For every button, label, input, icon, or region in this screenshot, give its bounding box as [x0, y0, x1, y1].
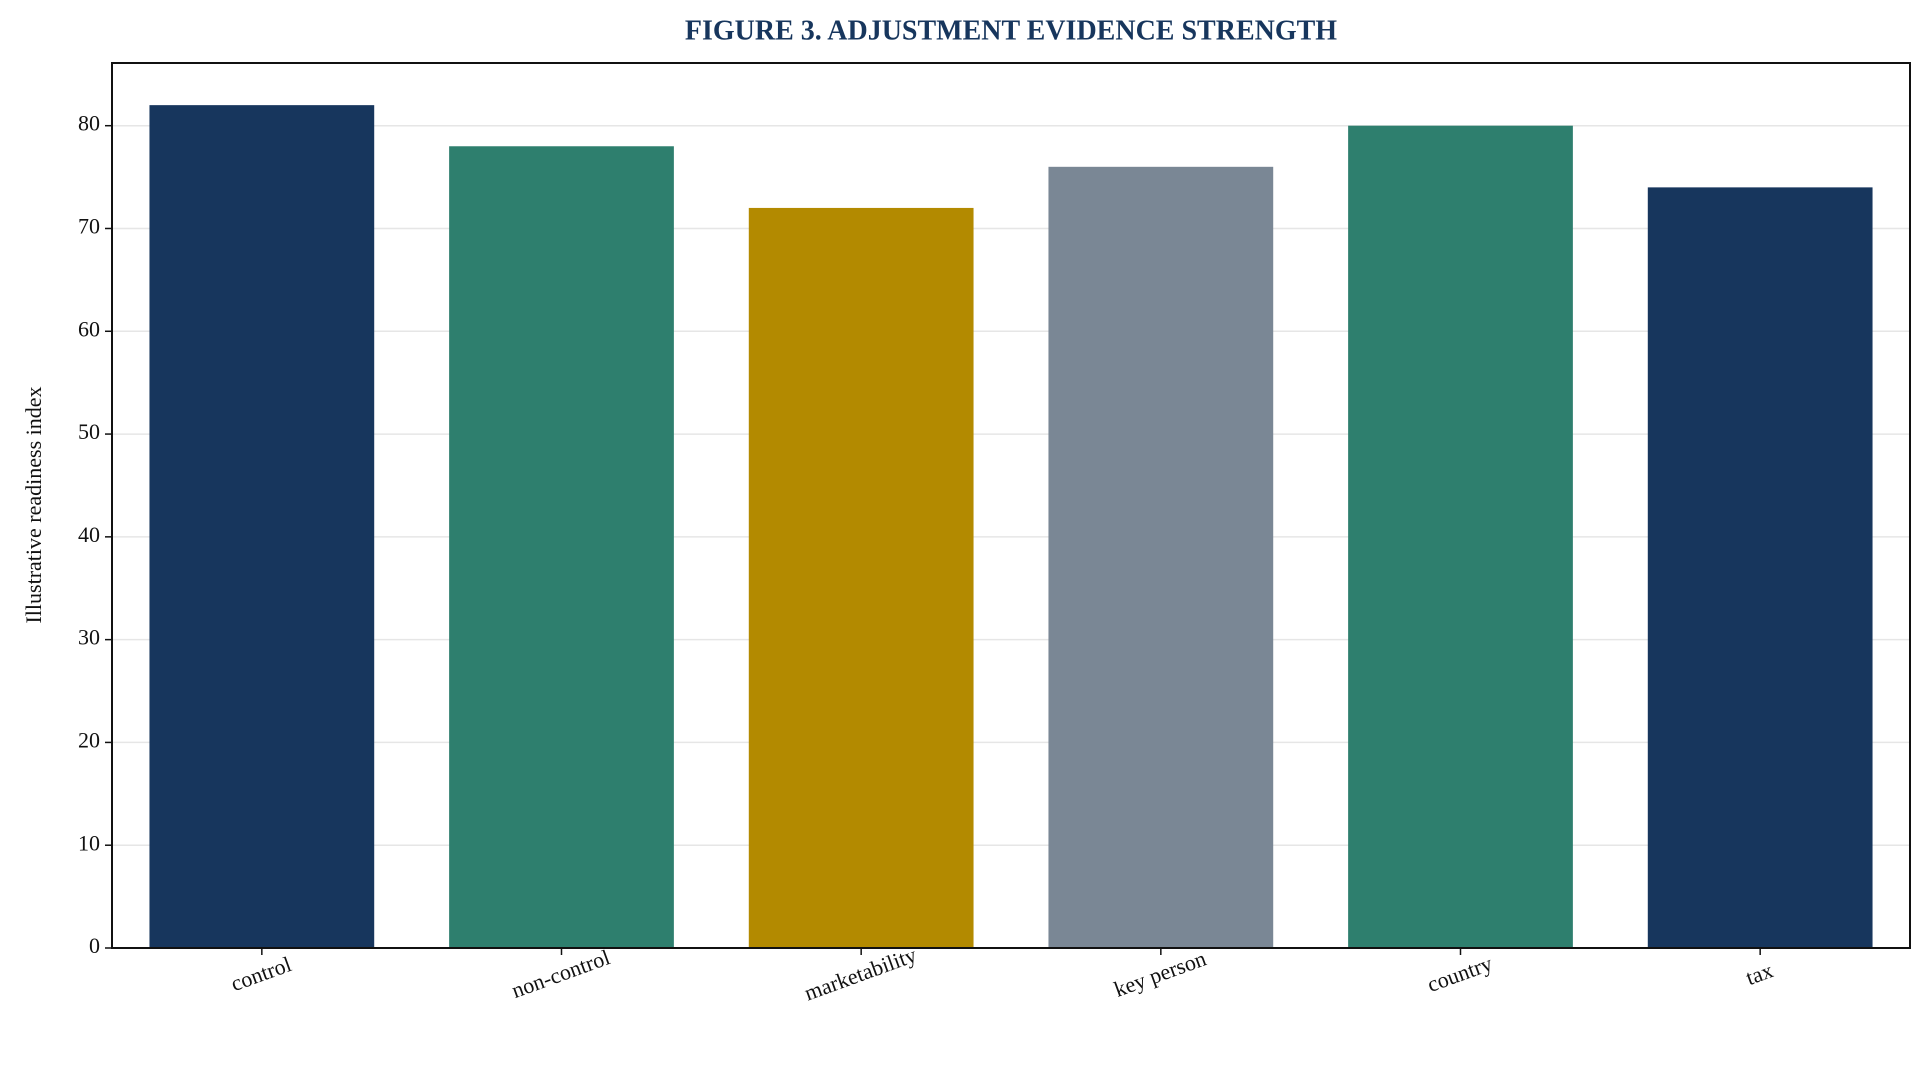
- y-tick-label: 50: [78, 419, 100, 444]
- y-tick-label: 0: [89, 933, 100, 958]
- x-tick-label: country: [1424, 950, 1496, 996]
- y-tick-label: 70: [78, 214, 100, 239]
- y-tick-label: 40: [78, 522, 100, 547]
- y-tick-label: 80: [78, 111, 100, 136]
- bar: [1647, 187, 1873, 949]
- bar: [449, 146, 674, 949]
- y-axis-label: Illustrative readiness index: [21, 386, 46, 623]
- plot-frame: [111, 62, 1911, 949]
- bar: [149, 105, 375, 948]
- y-tick-label: 30: [78, 625, 100, 650]
- x-tick-label: key person: [1111, 946, 1210, 1002]
- bar: [1048, 166, 1274, 949]
- bar: [1348, 125, 1573, 949]
- y-tick-label: 20: [78, 727, 100, 752]
- x-tick-label: tax: [1742, 957, 1776, 990]
- x-tick-label: non-control: [508, 944, 613, 1003]
- y-tick-label: 60: [78, 316, 100, 341]
- bar: [748, 207, 974, 949]
- x-tick-label: control: [227, 951, 294, 996]
- y-tick-label: 10: [78, 830, 100, 855]
- x-tick-label: marketability: [801, 942, 920, 1006]
- chart-title: FIGURE 3. ADJUSTMENT EVIDENCE STRENGTH: [685, 15, 1337, 46]
